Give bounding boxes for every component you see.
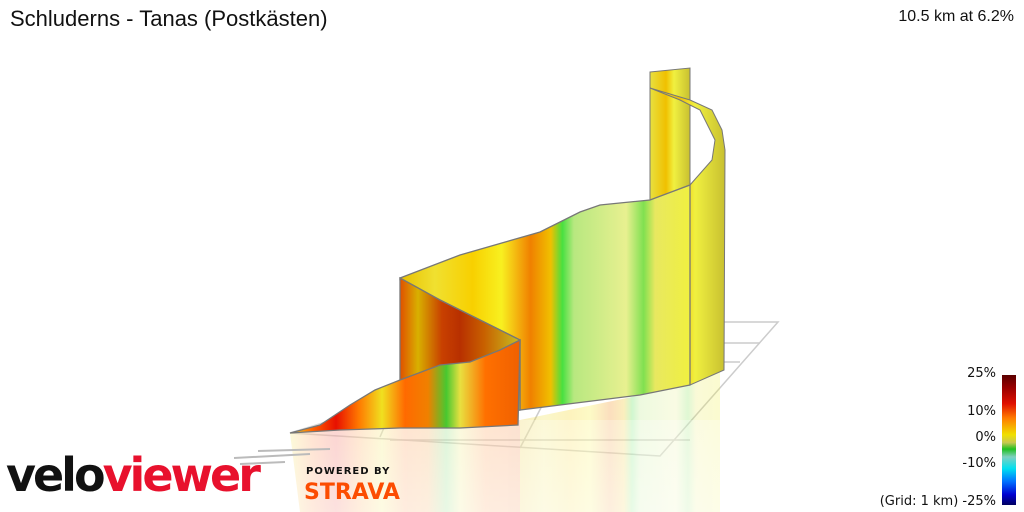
legend-label-neg10: -10% xyxy=(962,456,996,471)
powered-by-label: POWERED BY xyxy=(306,466,391,477)
veloviewer-logo[interactable]: veloviewer xyxy=(6,452,261,498)
profile-wall-start xyxy=(289,338,521,434)
strava-logo[interactable]: STRAVA xyxy=(304,480,400,505)
legend-label-10: 10% xyxy=(967,404,996,419)
legend-label-max: 25% xyxy=(967,366,996,381)
route-summary: 10.5 km at 6.2% xyxy=(898,8,1014,25)
gradient-color-scale xyxy=(1002,375,1016,505)
profile-wall-summit xyxy=(649,67,691,201)
legend-label-min-grid: (Grid: 1 km) -25% xyxy=(879,494,996,509)
legend-label-0: 0% xyxy=(975,430,996,445)
page-title: Schluderns - Tanas (Postkästen) xyxy=(10,6,328,31)
logo-velo: velo xyxy=(6,448,106,502)
logo-viewer: viewer xyxy=(102,448,261,502)
